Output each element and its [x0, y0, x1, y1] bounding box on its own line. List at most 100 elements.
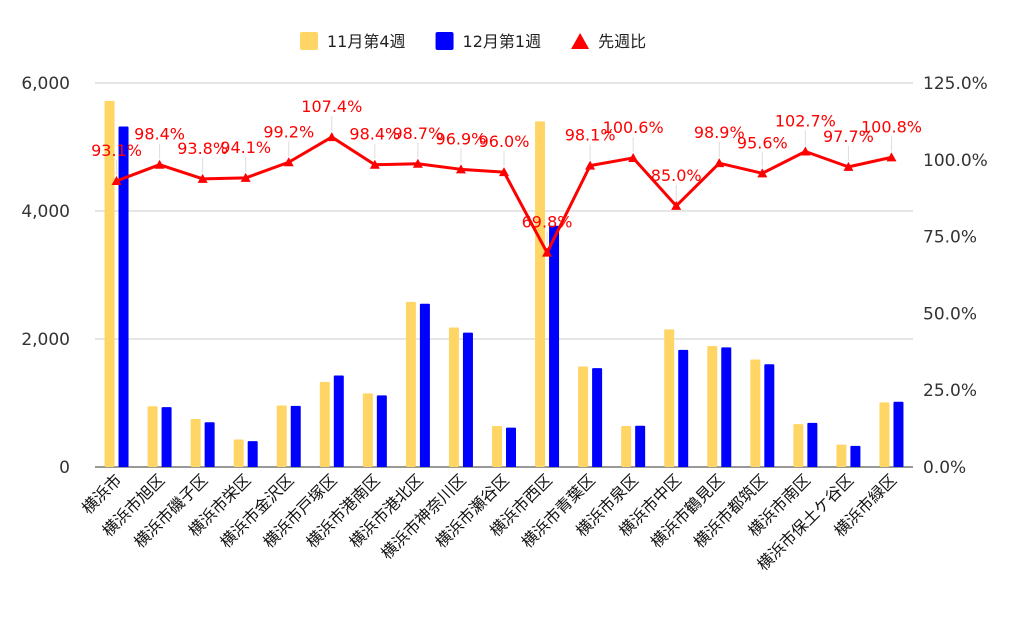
ratio-data-label: 69.8% [522, 213, 573, 232]
ratio-data-label: 93.1% [91, 141, 142, 160]
left-axis: 0 2,000 4,000 6,000 [21, 74, 70, 478]
legend-label: 先週比 [598, 32, 646, 51]
ratio-data-label: 102.7% [775, 112, 836, 131]
ratio-point-marker [886, 152, 897, 162]
bar [204, 422, 215, 467]
bar [879, 402, 890, 467]
ratio-point-marker [326, 132, 337, 142]
bar [247, 441, 258, 467]
ratio-data-label: 100.6% [603, 118, 664, 137]
right-tick-label: 50.0% [923, 304, 977, 324]
ratio-point-marker [843, 161, 854, 171]
bar [635, 425, 646, 467]
bar [893, 401, 904, 467]
ratio-point-marker [369, 159, 380, 169]
ratio-point-marker [542, 247, 553, 257]
bar [233, 439, 244, 467]
bar [362, 393, 373, 467]
ratio-data-label: 97.7% [823, 127, 874, 146]
bar [319, 381, 330, 467]
bar [118, 126, 129, 468]
legend-triangle-icon [571, 33, 590, 49]
bar [492, 426, 502, 467]
ratio-data-label: 98.4% [134, 125, 185, 144]
ratio-data-label: 95.6% [737, 133, 788, 152]
bar [535, 121, 546, 468]
ratio-data-label: 94.1% [220, 138, 271, 157]
bar [678, 349, 689, 467]
bar [147, 406, 158, 467]
ratio-point-marker [800, 146, 811, 156]
left-tick-label: 0 [59, 458, 70, 478]
bar [333, 375, 344, 467]
bar [290, 405, 301, 467]
bar [549, 225, 560, 467]
ratio-data-label: 100.8% [861, 117, 922, 136]
ratio-data-label: 98.9% [694, 123, 745, 142]
bar [721, 347, 732, 467]
ratio-data-label: 98.7% [392, 124, 443, 143]
bar [190, 419, 201, 467]
right-tick-label: 100.0% [923, 151, 988, 171]
ratio-point-marker [412, 158, 423, 168]
bar [750, 359, 761, 467]
bar [405, 301, 416, 467]
bar [793, 424, 804, 467]
ratio-point-marker [154, 159, 165, 169]
gridlines [95, 82, 913, 468]
ratio-data-label: 99.2% [263, 122, 314, 141]
legend-swatch [300, 32, 318, 50]
ratio-point-marker [585, 160, 596, 170]
ratio-data-label: 107.4% [301, 97, 362, 116]
ratio-data-label: 93.8% [177, 139, 228, 158]
ratio-point-marker [671, 200, 682, 210]
right-axis: 0.0% 25.0% 50.0% 75.0% 100.0% 125.0% [923, 74, 988, 478]
bar [161, 407, 172, 467]
bar [850, 445, 861, 467]
bar [836, 444, 847, 467]
ratio-data-label: 98.1% [565, 126, 616, 145]
bar [448, 327, 459, 467]
ratio-point-marker [628, 152, 639, 162]
ratio-data-label: 96.0% [479, 132, 530, 151]
ratio-point-marker [714, 158, 725, 168]
legend-label: 11月第4週 [327, 32, 406, 51]
x-axis: 横浜市横浜市旭区横浜市磯子区横浜市栄区横浜市金沢区横浜市戸塚区横浜市港南区横浜市… [78, 470, 900, 574]
bar [764, 364, 775, 467]
ratio-point-marker [455, 164, 466, 174]
bar [807, 422, 818, 467]
bar [419, 303, 430, 467]
ratio-data-label: 98.4% [349, 125, 400, 144]
bar [276, 405, 287, 467]
ratio-point-marker [283, 157, 294, 167]
bar [462, 332, 473, 467]
ratio-point-marker [757, 168, 768, 178]
legend-swatch [435, 32, 454, 50]
bar [376, 395, 387, 467]
bar [592, 368, 603, 467]
right-tick-label: 25.0% [923, 381, 977, 401]
bar [578, 366, 589, 467]
right-tick-label: 0.0% [923, 458, 966, 478]
left-tick-label: 6,000 [21, 74, 70, 94]
ratio-point-marker [197, 173, 208, 183]
bar [664, 329, 675, 467]
left-tick-label: 2,000 [21, 330, 70, 350]
ratio-point-marker [499, 167, 509, 177]
ratio-data-label: 85.0% [651, 166, 702, 185]
bar [104, 100, 115, 468]
bar-series [104, 100, 904, 468]
bar [506, 427, 516, 467]
bar [707, 346, 718, 467]
ratio-point-marker [111, 175, 122, 185]
legend-label: 12月第1週 [463, 32, 542, 51]
left-tick-label: 4,000 [21, 202, 70, 222]
bar [621, 426, 632, 467]
data-labels: 93.1%98.4%93.8%94.1%99.2%107.4%98.4%98.7… [91, 97, 922, 247]
legend: 11月第4週 12月第1週 先週比 [300, 32, 646, 51]
right-tick-label: 125.0% [923, 74, 988, 94]
ratio-point-marker [240, 172, 251, 182]
right-tick-label: 75.0% [923, 228, 977, 248]
ratio-data-label: 96.9% [436, 129, 487, 148]
